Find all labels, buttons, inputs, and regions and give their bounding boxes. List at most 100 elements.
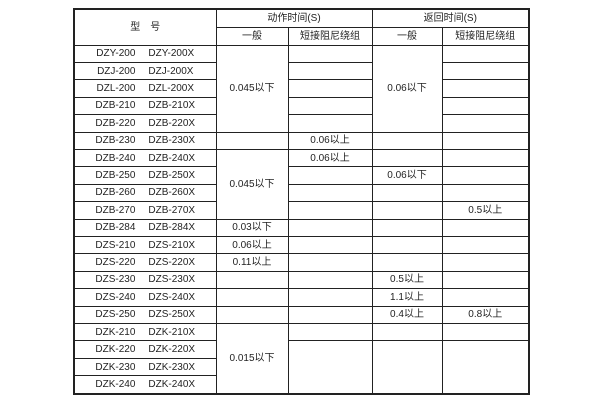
model-cell: DZS-210 DZS-210X [73,235,217,255]
model-name: DZK-240 [95,379,136,391]
model-name: DZS-210 [95,239,136,251]
cell-return-damped [441,44,530,63]
cell-action-damped [287,166,373,185]
cell-return-general [371,131,443,150]
cell-action-general: 0.045以下 [215,44,289,133]
model-cell: DZB-250 DZB-250X [73,166,217,185]
cell-action-damped [287,79,373,98]
cell-return-general: 0.06以下 [371,166,443,185]
cell-return-general: 1.1以上 [371,288,443,307]
table-row: DZK-230 DZK-230X [73,357,529,377]
model-name: DZB-284 [95,222,136,234]
model-name: DZB-240 [95,152,136,164]
model-cell: DZY-200 DZY-200X [73,44,217,63]
model-name: DZB-220 [95,117,136,129]
cell-return-damped [441,79,530,98]
cell-return-damped [441,270,530,290]
cell-action-general: 0.045以下 [215,148,289,220]
table-row: DZK-210 DZK-210X 0.015以下 [73,322,530,395]
header-return-time: 返回时间(S) [371,8,530,28]
model-name: DZS-230 [95,274,136,286]
cell-return-general [371,340,443,395]
model-cell: DZK-230 DZK-230X [73,357,217,377]
cell-return-damped [441,61,530,81]
model-name-x: DZS-250X [148,309,196,321]
model-name-x: DZB-240X [148,152,196,164]
model-name: DZK-210 [95,326,136,338]
model-cell: DZS-240 DZS-240X [73,288,217,307]
model-name: DZS-240 [95,291,136,303]
cell-action-general: 0.015以下 [215,323,289,395]
cell-return-general [371,235,443,255]
header-return-general: 一般 [371,26,443,46]
cell-action-damped [287,305,373,325]
table-row: DZB-210 DZB-210X [73,96,530,116]
cell-action-general: 0.06以上 [215,235,289,255]
table-row: DZJ-200 DZJ-200X [73,61,530,81]
table-row: DZB-250 DZB-250X 0.06以下 [73,166,530,185]
model-name-x: DZK-240X [148,379,196,391]
cell-return-damped [441,183,530,203]
cell-return-general: 0.4以上 [371,305,443,325]
cell-return-damped [441,253,530,272]
cell-action-damped [287,96,373,116]
model-name: DZB-260 [95,187,136,199]
model-name: DZY-200 [96,48,136,60]
model-name: DZB-230 [95,135,136,147]
cell-return-general: 0.5以上 [371,270,443,290]
cell-action-damped [287,288,373,307]
model-cell: DZB-230 DZB-230X [73,131,217,150]
model-cell: DZB-260 DZB-260X [73,183,217,203]
model-name-x: DZS-210X [148,239,196,251]
cell-action-damped [287,114,373,133]
cell-action-damped [287,44,373,63]
table-row: DZL-200 DZL-200X [73,79,530,98]
cell-action-damped: 0.06以上 [287,148,373,168]
model-cell: DZL-200 DZL-200X [73,79,217,98]
spec-table: 型 号 动作时间(S) 返回时间(S) 一般 短接阻尼绕组 一般 短接阻尼绕组 … [73,8,530,395]
model-cell: DZS-230 DZS-230X [73,270,217,290]
header-row-subcolumns: 一般 短接阻尼绕组 一般 短接阻尼绕组 [74,26,530,46]
cell-action-general [215,305,289,325]
cell-action-general [215,131,289,150]
table-row: DZB-260 DZB-260X [73,183,530,203]
cell-return-damped [441,131,530,150]
model-cell: DZB-240 DZB-240X [73,148,217,168]
model-name: DZK-220 [95,344,136,356]
cell-return-damped [441,218,530,237]
model-name-x: DZL-200X [148,83,194,95]
model-name-x: DZK-210X [148,326,196,338]
header-action-general: 一般 [215,26,289,46]
cell-return-damped [441,322,530,342]
model-cell: DZK-220 DZK-220X [73,340,217,359]
model-cell: DZB-220 DZB-220X [73,114,217,133]
model-name-x: DZS-240X [148,291,196,303]
cell-action-general [215,288,289,307]
cell-action-damped [287,218,373,237]
header-return-damped: 短接阻尼绕组 [441,26,530,46]
cell-action-damped [287,235,373,255]
model-name-x: DZB-284X [148,222,196,234]
table-row: DZB-240 DZB-240X 0.045以下 0.06以上 [73,148,530,220]
cell-action-damped [287,322,373,342]
model-name-x: DZK-230X [148,361,196,373]
model-name: DZS-220 [95,257,136,269]
cell-return-damped [441,114,530,133]
table-row: DZB-220 DZB-220X [73,114,530,133]
cell-return-damped [441,235,530,255]
cell-action-general: 0.11以上 [215,253,289,272]
model-cell: DZK-240 DZK-240X [73,375,217,395]
model-cell: DZB-210 DZB-210X [73,96,217,116]
cell-action-damped: 0.06以上 [287,131,373,150]
table-row: DZS-250 DZS-250X 0.4以上 0.8以上 [73,305,530,325]
cell-return-damped [441,96,530,116]
model-name: DZB-250 [95,170,136,182]
model-name: DZB-270 [95,204,136,216]
table-row: DZB-284 DZB-284X 0.03以下 [73,218,530,237]
model-name: DZJ-200 [97,65,136,77]
model-name-x: DZB-250X [148,170,196,182]
table-row: DZK-220 DZK-220X [73,340,530,395]
cell-return-general [371,253,443,272]
table-header: 型 号 动作时间(S) 返回时间(S) 一般 短接阻尼绕组 一般 短接阻尼绕组 [73,8,530,46]
header-row-groups: 型 号 动作时间(S) 返回时间(S) [73,8,530,46]
